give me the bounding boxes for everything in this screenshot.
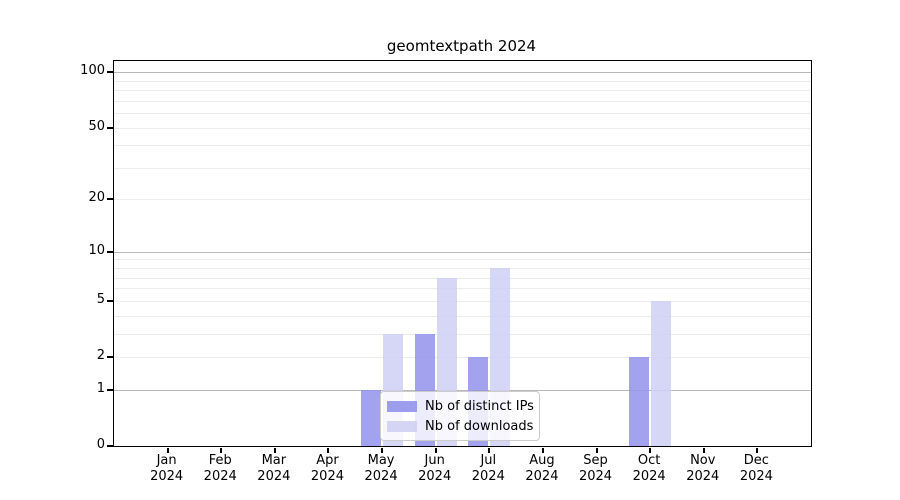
x-tick-label-year: 2024 — [739, 469, 773, 484]
gridline-minor — [114, 288, 811, 290]
y-tick-label: 1 — [96, 380, 105, 396]
x-tick — [434, 447, 437, 453]
gridline-minor — [114, 357, 811, 358]
y-tick — [106, 356, 113, 358]
gridline-minor — [114, 113, 811, 115]
gridline-major — [114, 251, 811, 253]
x-tick-label: Sep 2024 — [564, 453, 628, 485]
gridline-minor — [114, 199, 811, 201]
x-tick-label-month: Nov — [690, 453, 716, 468]
legend-swatch-downloads — [387, 420, 417, 432]
x-tick-label: Jul 2024 — [456, 453, 520, 485]
x-tick — [702, 447, 705, 453]
gridline-major — [114, 72, 811, 74]
legend: Nb of distinct IPs Nb of downloads — [380, 391, 540, 441]
y-tick-label: 10 — [88, 242, 105, 258]
x-tick-label-month: Sep — [583, 453, 608, 468]
legend-label-distinct-ips: Nb of distinct IPs — [425, 398, 534, 414]
bar-downloads — [651, 300, 672, 446]
x-tick-label-month: Mar — [261, 453, 287, 468]
x-tick-label: Feb 2024 — [188, 453, 252, 485]
chart-title: geomtextpath 2024 — [386, 37, 537, 55]
x-tick-label: Jan 2024 — [135, 453, 199, 485]
x-tick-label: Jun 2024 — [403, 453, 467, 485]
legend-row-distinct-ips: Nb of distinct IPs — [387, 398, 534, 414]
x-tick — [327, 447, 330, 453]
x-tick-label-month: Aug — [529, 453, 555, 468]
x-tick — [756, 447, 759, 453]
x-tick-label: Oct 2024 — [617, 453, 681, 485]
y-tick — [106, 445, 113, 447]
x-tick-label-year: 2024 — [578, 469, 613, 484]
x-tick-label: Apr 2024 — [295, 453, 359, 485]
x-tick-label-year: 2024 — [471, 469, 505, 484]
x-tick — [220, 447, 223, 453]
gridline-minor — [114, 300, 811, 302]
x-tick — [273, 447, 276, 453]
gridline-minor — [114, 268, 811, 270]
gridline-minor — [114, 100, 811, 102]
x-tick-label: Dec 2024 — [724, 453, 788, 485]
x-tick-label-month: Jan — [156, 453, 177, 468]
y-tick — [106, 299, 113, 302]
y-tick — [106, 250, 113, 253]
x-tick-label: Aug 2024 — [510, 453, 574, 485]
legend-label-downloads: Nb of downloads — [425, 418, 534, 434]
x-tick-label-year: 2024 — [418, 469, 452, 484]
gridline-minor — [114, 127, 811, 129]
y-tick — [106, 126, 113, 129]
y-tick — [106, 198, 113, 201]
x-tick-label-month: Feb — [208, 453, 232, 468]
x-tick — [649, 447, 652, 453]
x-tick-label: Nov 2024 — [671, 453, 735, 485]
x-tick-label-month: Jun — [424, 453, 445, 468]
x-tick-label-month: Oct — [637, 453, 661, 468]
gridline-minor — [114, 80, 811, 82]
y-tick-label: 20 — [88, 190, 105, 206]
x-tick-label-month: May — [367, 453, 395, 468]
x-tick-label-year: 2024 — [686, 469, 720, 484]
y-tick-label: 5 — [96, 291, 105, 307]
gridline-minor — [114, 145, 811, 147]
x-tick — [541, 447, 544, 453]
gridline-minor — [114, 90, 811, 92]
gridline-minor — [114, 333, 811, 335]
gridline-minor — [114, 315, 811, 317]
gridline-minor — [114, 277, 811, 279]
legend-swatch-distinct-ips — [387, 400, 417, 412]
y-tick-label: 2 — [96, 348, 105, 363]
x-tick-label-year: 2024 — [150, 469, 184, 484]
y-tick-label: 100 — [80, 63, 105, 79]
x-tick-label: May 2024 — [349, 453, 413, 485]
x-tick-label-year: 2024 — [632, 469, 666, 484]
gridline-minor — [114, 167, 811, 169]
x-tick-label-year: 2024 — [203, 469, 237, 484]
x-tick-label-year: 2024 — [310, 469, 344, 484]
gridline-major — [114, 389, 811, 391]
gridline-minor — [114, 259, 811, 261]
plot-area: Nb of distinct IPs Nb of downloads — [106, 60, 812, 453]
x-tick-label: Mar 2024 — [242, 453, 306, 485]
x-tick-label-year: 2024 — [525, 469, 559, 484]
y-tick — [106, 388, 113, 391]
x-tick-label-month: Jul — [480, 453, 497, 468]
y-tick-label: 50 — [88, 118, 105, 134]
x-tick — [595, 447, 598, 453]
bar-distinct-ips — [629, 357, 650, 446]
x-tick-label-year: 2024 — [364, 469, 398, 484]
y-tick-label: 0 — [96, 437, 105, 452]
legend-row-downloads: Nb of downloads — [387, 418, 534, 434]
x-tick — [166, 447, 169, 453]
x-tick-label-month: Dec — [743, 453, 769, 468]
y-tick — [106, 71, 113, 74]
bar-distinct-ips — [361, 389, 382, 446]
x-tick-label-year: 2024 — [257, 469, 291, 484]
x-tick-label-month: Apr — [316, 453, 339, 468]
x-tick — [381, 447, 384, 453]
x-tick — [488, 447, 491, 453]
